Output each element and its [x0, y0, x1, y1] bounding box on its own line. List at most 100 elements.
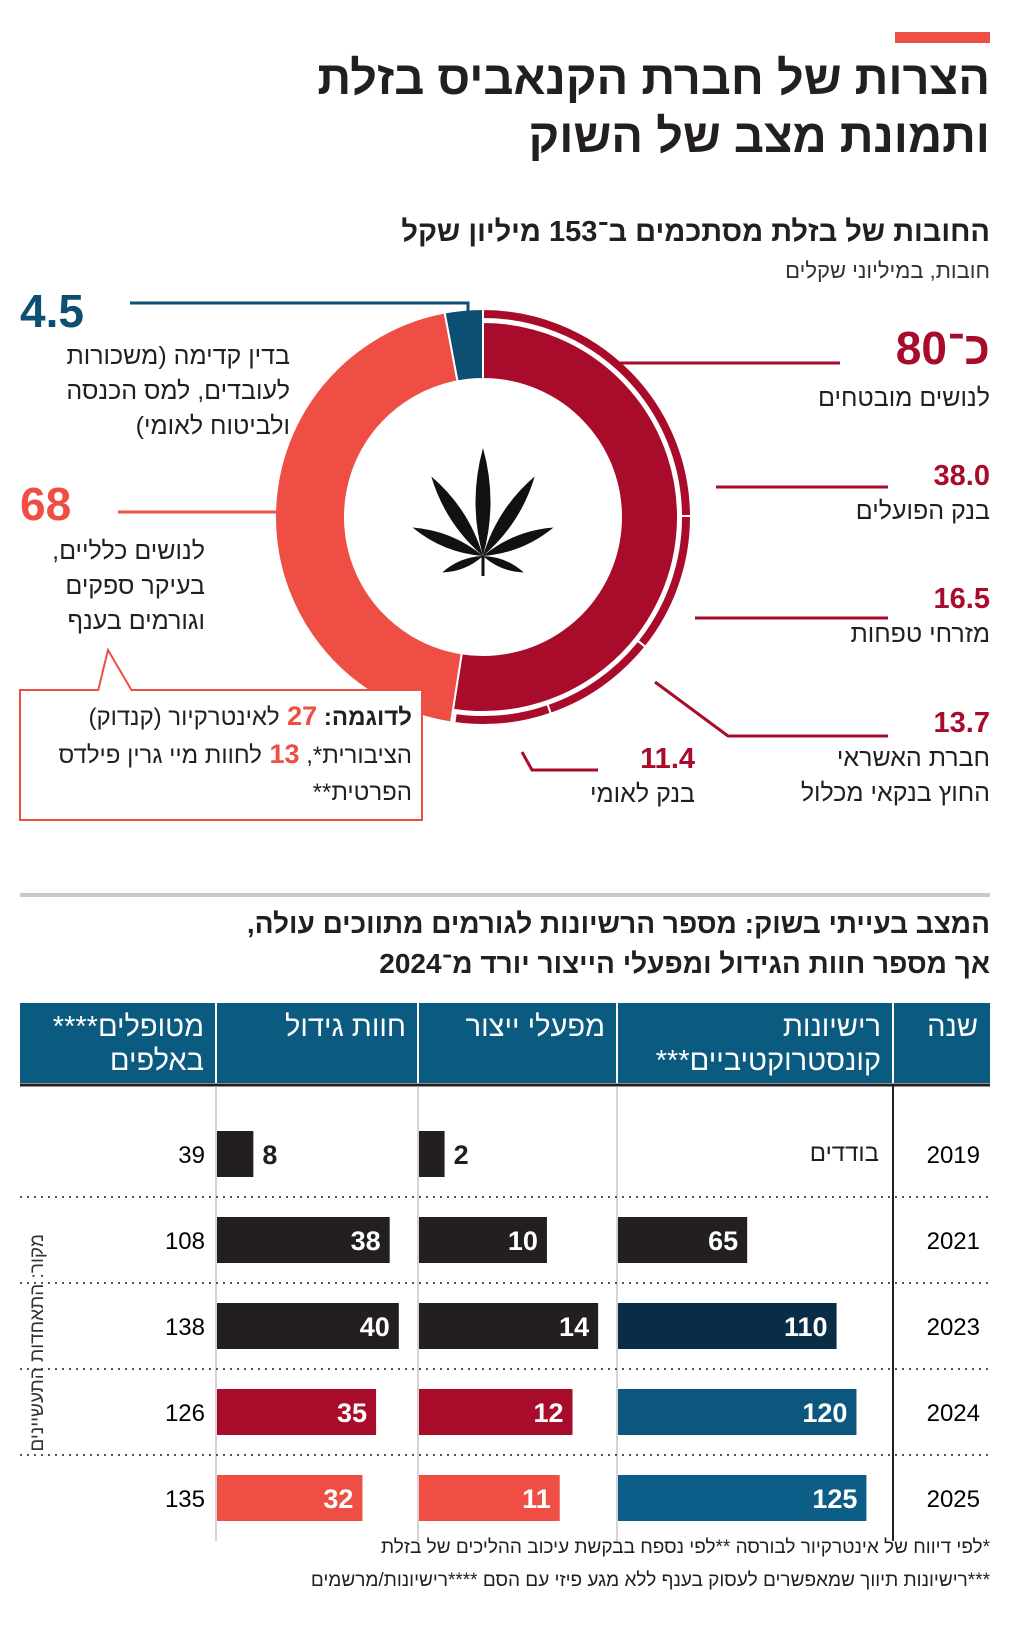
leaflet [475, 448, 491, 556]
bar [419, 1217, 547, 1263]
bar [217, 1389, 377, 1435]
section-divider [20, 893, 990, 897]
column-header: שנה [927, 1011, 978, 1043]
bar [618, 1217, 748, 1263]
leaflet [483, 476, 535, 556]
cell-text: בודדים [809, 1140, 879, 1167]
value-label: 4.5 [20, 285, 84, 337]
bar [217, 1217, 390, 1263]
leaflet [431, 476, 483, 556]
year-label: 2025 [927, 1486, 980, 1513]
value-label: כ־80 [895, 322, 990, 374]
bar [419, 1303, 599, 1349]
segment-label: וגורמים בענף [67, 607, 205, 635]
patients-label: 108 [165, 1228, 205, 1255]
column-header: מפעלי ייצור [465, 1011, 605, 1043]
segment-label: ולביטוח לאומי) [135, 412, 290, 440]
callout-text-part: לדוגמה: [323, 704, 412, 731]
segment-label: בדין קדימה (משכורות [66, 342, 290, 370]
title-line: הצרות של חברת הקנאביס בזלת [317, 51, 990, 104]
accent-bar [895, 32, 990, 43]
table-header-bg [20, 1003, 990, 1083]
bar-value-label: 38 [351, 1226, 381, 1256]
bar [419, 1131, 445, 1177]
column-header: חוות גידול [284, 1011, 406, 1043]
bar-value-label: 32 [323, 1484, 353, 1514]
bar [419, 1475, 560, 1521]
column-header: רישיונות [782, 1011, 881, 1043]
segment-label: חברת האשראי [836, 744, 990, 772]
patients-label: 39 [178, 1142, 205, 1169]
callout-text-part: לחוות מיי גרין פילדס הפרטית** [58, 742, 413, 806]
bar [618, 1475, 867, 1521]
bar [419, 1389, 573, 1435]
bar [217, 1303, 399, 1349]
patients-label: 135 [165, 1486, 205, 1513]
bar-value-label: 35 [337, 1398, 367, 1428]
leaflet [442, 556, 483, 573]
bar-value-label: 14 [559, 1312, 589, 1342]
segment-label: בנק הפועלים [855, 497, 990, 525]
column-header: מטופלים**** [52, 1011, 204, 1043]
segment-label: בנק לאומי [590, 780, 695, 808]
title-line: ותמונת מצב של השוק [528, 109, 990, 162]
leaflet [483, 556, 524, 573]
value-label: 11.4 [640, 743, 695, 775]
chart-title: החובות של בזלת מסתכמים ב־153 מיליון שקל [401, 216, 990, 248]
year-label: 2019 [927, 1142, 980, 1169]
leader-line [654, 680, 888, 738]
bar-value-label: 125 [812, 1484, 857, 1514]
bar-value-label: 8 [262, 1140, 277, 1170]
bar-value-label: 10 [508, 1226, 538, 1256]
leaflet [483, 527, 554, 556]
callout-text: לדוגמה:27לאינטרקיור (קנדוק) הציבורית*,13… [30, 698, 413, 811]
year-label: 2023 [927, 1314, 980, 1341]
leader-line [520, 751, 598, 772]
value-label: 68 [20, 478, 72, 530]
segment-label: לנושים מובטחים [818, 384, 990, 412]
value-label: 16.5 [933, 583, 990, 615]
table-title-line: המצב בעייתי בשוק: מספר הרשיונות לגורמים … [246, 908, 990, 939]
bar-value-label: 11 [522, 1484, 551, 1514]
bar [618, 1389, 857, 1435]
value-label: 13.7 [933, 707, 990, 739]
table-title-line: אך מספר חוות הגידול ומפעלי הייצור יורד מ… [379, 948, 990, 979]
callout-value: 27 [287, 701, 318, 731]
donut-segment [451, 320, 679, 713]
bar-value-label: 2 [454, 1140, 469, 1170]
callout-text-part: לאינטרקיור (קנדוק) הציבורית*, [88, 704, 412, 769]
bar-value-label: 65 [708, 1226, 738, 1256]
bar-value-label: 12 [533, 1398, 563, 1428]
segment-label: לנושים כלליים, [52, 537, 205, 565]
footnote: *לפי דיווח של אינטרקיור לבורסה **לפי נספ… [381, 1537, 990, 1558]
year-label: 2024 [927, 1400, 980, 1427]
donut-segment [443, 307, 484, 383]
value-label: 38.0 [933, 460, 990, 492]
leaflet [412, 527, 483, 556]
bar [217, 1475, 363, 1521]
segment-label: בעיקר ספקים [65, 572, 205, 600]
callout-box [19, 689, 423, 821]
bar [217, 1131, 254, 1177]
callout-value: 13 [269, 739, 300, 769]
segment-label: מזרחי טפחות [850, 620, 990, 648]
segment-label: החוץ בנקאי מכלול [800, 779, 990, 807]
leaf-icon [412, 448, 554, 576]
column-header: באלפים [109, 1045, 204, 1077]
bar-value-label: 120 [802, 1398, 847, 1428]
callout-pointer [97, 647, 133, 692]
year-label: 2021 [927, 1228, 980, 1255]
donut-sub-segment [453, 702, 553, 726]
source-note: מקור: התאחדות התעשיינים [27, 1234, 48, 1452]
patients-label: 138 [165, 1314, 205, 1341]
bar-value-label: 110 [784, 1312, 828, 1342]
footnote: ***רישיונות תיווך שמאפשרים לעסוק בענף לל… [310, 1570, 990, 1591]
column-header: קונסטרוקטיביים*** [655, 1045, 881, 1077]
segment-label: לעובדים, למס הכנסה [66, 377, 290, 405]
donut-segment [274, 311, 463, 724]
bar [618, 1303, 837, 1349]
chart-subtitle: חובות, במיליוני שקלים [785, 258, 990, 283]
bar-value-label: 40 [360, 1312, 390, 1342]
patients-label: 126 [165, 1400, 205, 1427]
